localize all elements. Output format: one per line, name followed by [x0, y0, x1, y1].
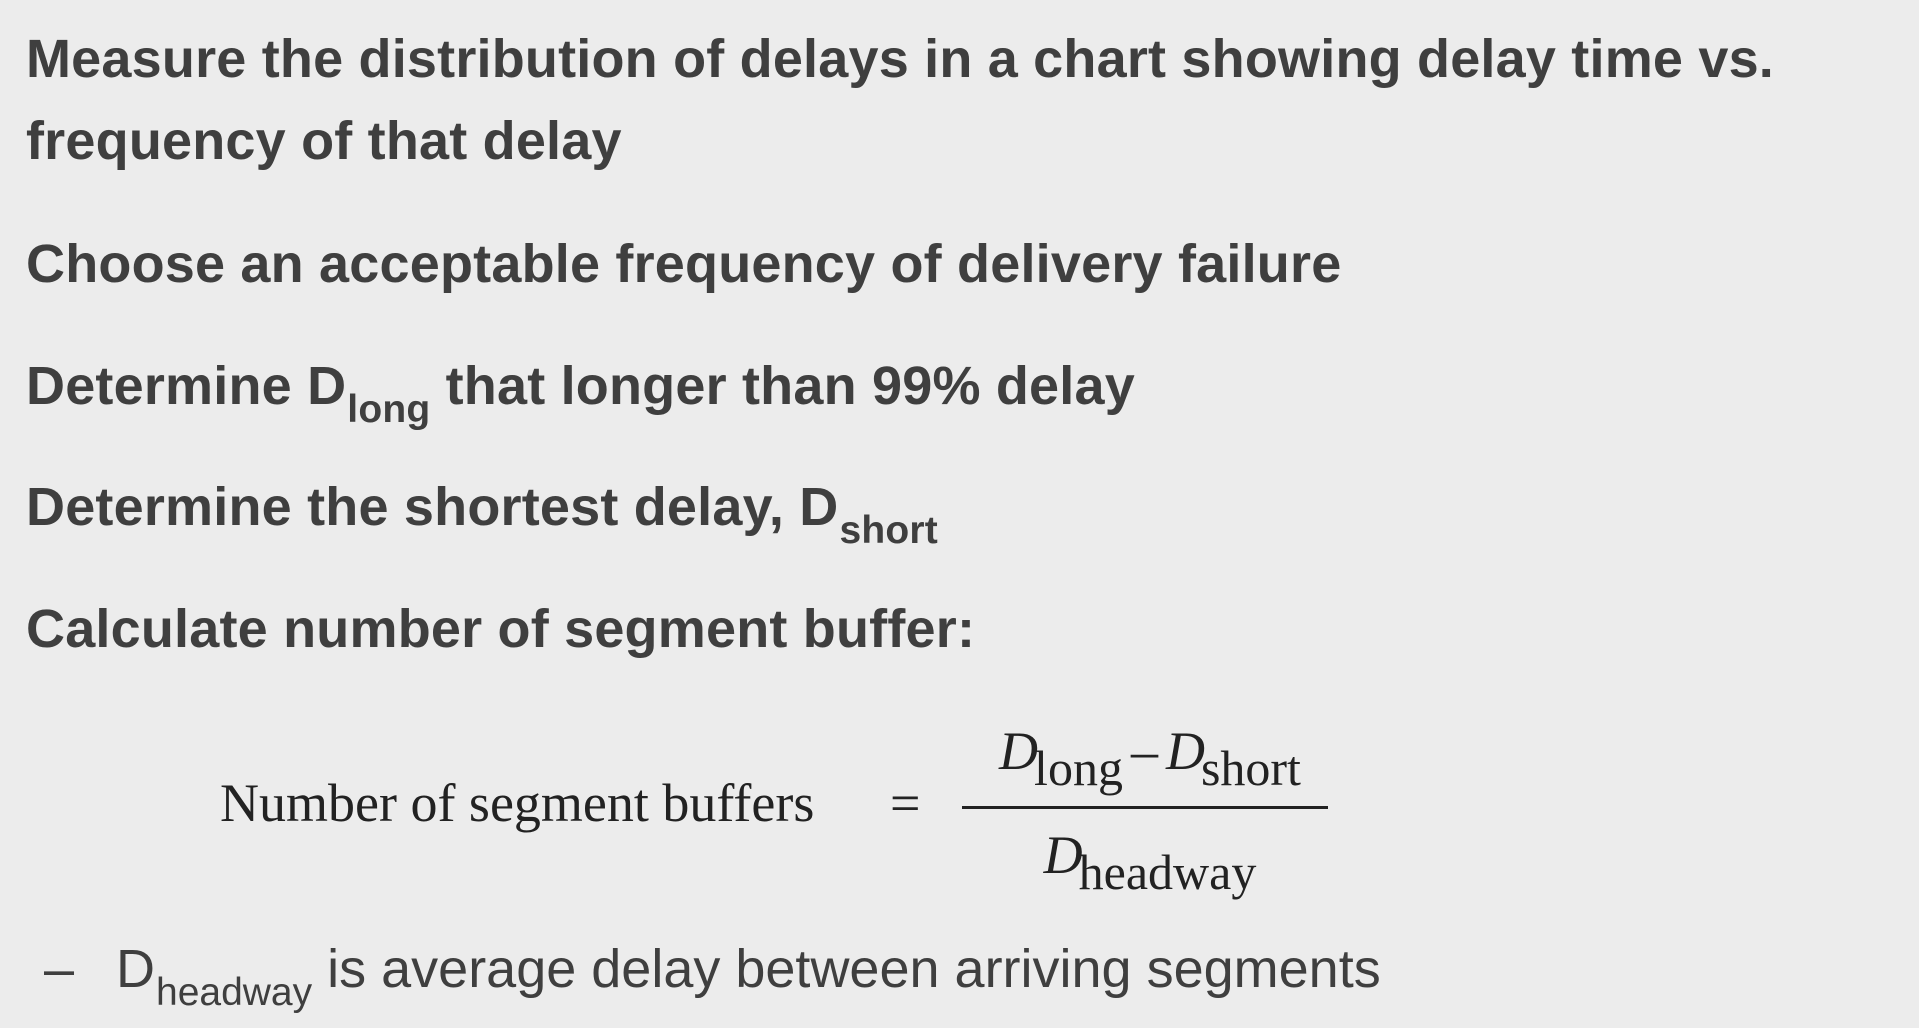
bullet-choose-frequency: Choose an acceptable frequency of delive… — [26, 234, 1342, 294]
subbullet-var-d: D — [116, 939, 155, 999]
subbullet-dash: – — [44, 939, 75, 999]
bullet-determine-dlong-suffix: that longer than 99% delay — [430, 356, 1135, 416]
dshort-subscript: short — [839, 509, 938, 552]
denominator-var-dheadway: D — [1043, 825, 1083, 885]
subbullet-dheadway-definition: – Dheadway is average delay between arriv… — [44, 928, 1381, 1016]
denominator-sub-headway: headway — [1078, 844, 1257, 900]
formula-equals-sign: = — [890, 773, 921, 833]
formula-fraction: Dlong – Dshort Dheadway — [960, 720, 1340, 910]
bullet-determine-dlong-prefix: Determine D — [26, 356, 347, 416]
numerator-var-dshort: D — [1165, 721, 1205, 781]
bullet-calculate-buffers: Calculate number of segment buffer: — [26, 599, 976, 659]
numerator-minus: – — [1130, 721, 1158, 781]
fraction-bar — [962, 806, 1328, 809]
bullet-measure-distribution-line1: Measure the distribution of delays in a … — [26, 29, 1775, 89]
formula-lhs: Number of segment buffers — [220, 773, 815, 833]
numerator-var-dlong: D — [999, 721, 1039, 781]
bullet-determine-dlong: Determine Dlong that longer than 99% del… — [26, 345, 1135, 433]
bullet-determine-dshort-prefix: Determine the shortest delay, D — [26, 477, 839, 537]
dlong-subscript: long — [347, 388, 431, 431]
subbullet-sub-headway: headway — [156, 971, 313, 1014]
numerator-sub-short: short — [1200, 740, 1301, 796]
segment-buffer-formula: Number of segment buffers = Dlong – Dshort… — [220, 720, 1340, 910]
numerator-sub-long: long — [1034, 740, 1123, 796]
formula-denominator: Dheadway — [960, 824, 1340, 900]
formula-numerator: Dlong – Dshort — [960, 720, 1340, 796]
subbullet-text: is average delay between arriving segmen… — [312, 939, 1381, 999]
bullet-measure-distribution-line2: frequency of that delay — [26, 111, 622, 171]
bullet-determine-dshort: Determine the shortest delay, Dshort — [26, 466, 938, 554]
